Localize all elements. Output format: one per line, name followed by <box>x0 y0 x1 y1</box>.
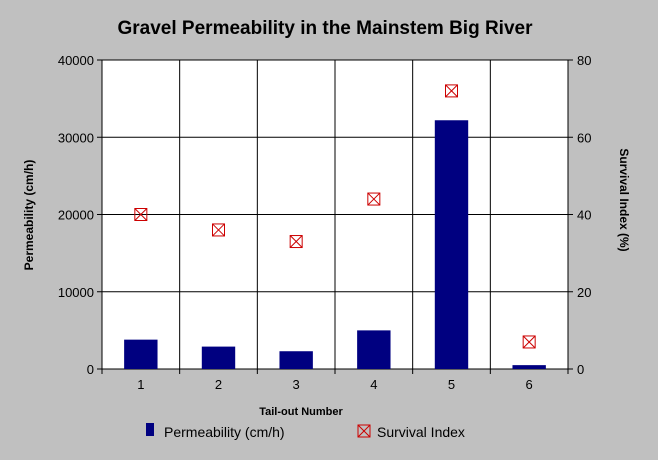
y-tick-label: 0 <box>87 362 94 377</box>
bar-permeability-1 <box>124 339 158 369</box>
y2-tick-label: 20 <box>577 285 591 300</box>
y-axis-label: Permeability (cm/h) <box>22 160 36 271</box>
y2-axis-label: Survival Index (%) <box>617 148 631 251</box>
legend-label-permeability: Permeability (cm/h) <box>164 424 285 440</box>
x-axis-label: Tail-out Number <box>259 406 343 418</box>
legend: Permeability (cm/h) Survival Index <box>146 423 465 440</box>
gridlines <box>102 60 568 369</box>
legend-swatch-permeability <box>146 423 154 436</box>
y2-tick-label: 40 <box>577 208 591 223</box>
x-tick-label: 5 <box>448 377 455 392</box>
bar-permeability-2 <box>201 346 236 369</box>
marker-survival-index-3 <box>289 235 303 249</box>
marker-survival-index-6 <box>522 335 536 349</box>
y2-tick-label: 80 <box>577 53 591 68</box>
axes: 0 10000 20000 30000 40000 0 20 40 60 80 1 2 3 4 5 6 <box>58 53 592 392</box>
y-tick-label: 40000 <box>58 53 94 68</box>
marker-survival-index-5 <box>445 84 458 98</box>
y2-tick-label: 60 <box>577 130 591 145</box>
y2-tick-label: 0 <box>577 362 584 377</box>
legend-swatch-survival-index <box>357 424 371 438</box>
x-tick-label: 1 <box>137 377 144 392</box>
bar-permeability-3 <box>279 351 313 369</box>
marker-series <box>134 84 536 349</box>
marker-survival-index-2 <box>212 223 225 237</box>
bar-series <box>124 120 546 369</box>
bar-permeability-5 <box>434 120 469 369</box>
marker-survival-index-4 <box>367 192 381 206</box>
x-tick-label: 4 <box>370 377 377 392</box>
chart-title: Gravel Permeability in the Mainstem Big … <box>118 18 534 39</box>
x-tick-label: 3 <box>293 377 300 392</box>
bar-permeability-6 <box>512 365 546 369</box>
legend-label-survival-index: Survival Index <box>377 424 465 440</box>
y-tick-label: 10000 <box>58 285 94 300</box>
x-tick-label: 6 <box>526 377 533 392</box>
marker-survival-index-1 <box>134 208 148 221</box>
y-tick-label: 20000 <box>58 208 94 223</box>
bar-permeability-4 <box>357 330 391 369</box>
y-tick-label: 30000 <box>58 130 94 145</box>
x-tick-label: 2 <box>215 377 222 392</box>
